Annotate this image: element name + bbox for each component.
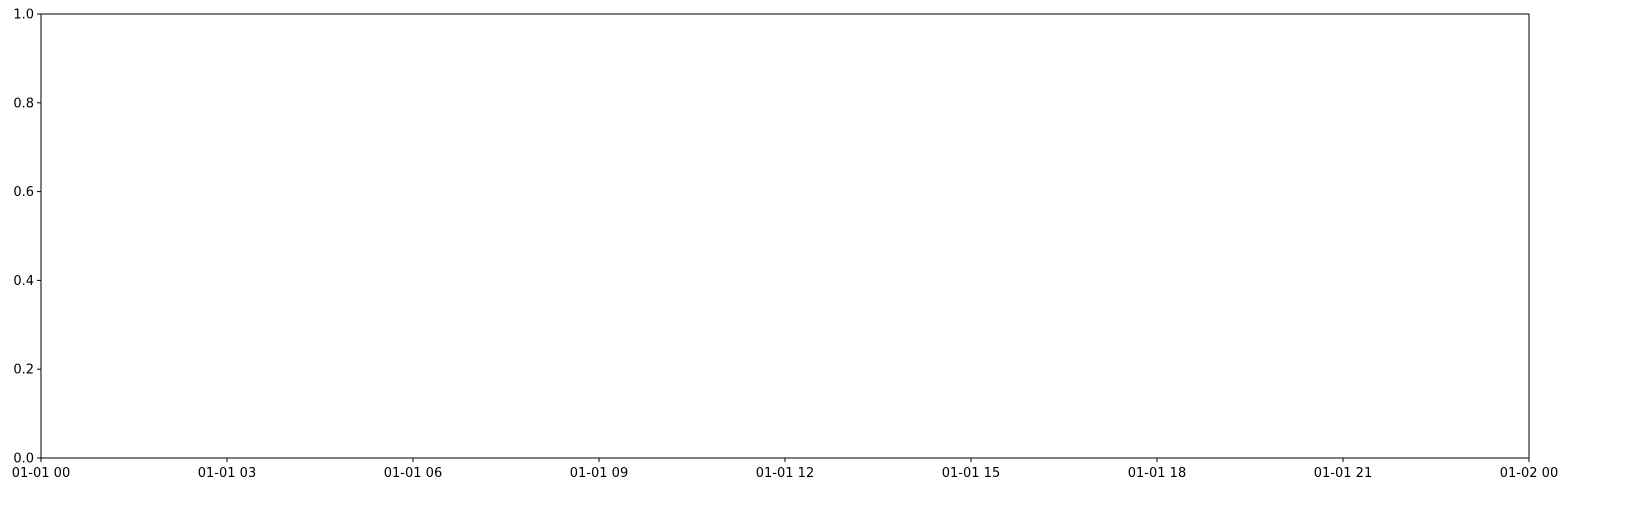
plot-frame <box>40 13 1530 459</box>
x-tick-label: 01-01 15 <box>942 466 1000 481</box>
plot-background <box>41 14 1529 458</box>
x-tick-label: 01-01 12 <box>756 466 814 481</box>
x-tick-label: 01-01 21 <box>1314 466 1372 481</box>
y-tick-label: 0.2 <box>13 363 34 378</box>
y-tick-label: 0.6 <box>13 185 34 200</box>
y-tick-label: 0.4 <box>13 274 34 289</box>
x-tick-label: 01-01 03 <box>198 466 256 481</box>
y-tick-label: 0.0 <box>13 452 34 467</box>
x-tick-label: 01-01 09 <box>570 466 628 481</box>
x-tick-label: 01-02 00 <box>1500 466 1558 481</box>
x-tick-label: 01-01 06 <box>384 466 442 481</box>
x-tick-label: 01-01 00 <box>12 466 70 481</box>
y-tick-label: 1.0 <box>13 8 34 23</box>
y-axis: 0.0 0.2 0.4 0.6 0.8 1.0 <box>13 8 41 467</box>
x-axis: 01-01 00 01-01 03 01-01 06 01-01 09 01-01 12… <box>12 458 1558 481</box>
y-tick-label: 0.8 <box>13 96 34 111</box>
x-tick-label: 01-01 18 <box>1128 466 1186 481</box>
